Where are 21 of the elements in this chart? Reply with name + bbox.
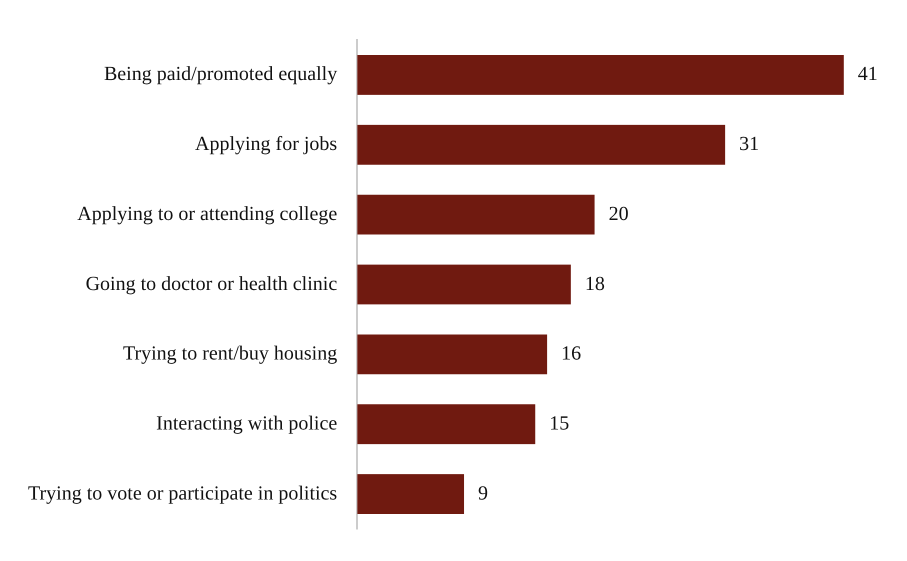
bar <box>357 55 844 95</box>
y-tick-label: Trying to vote or participate in politics <box>28 482 338 504</box>
data-label: 41 <box>858 63 878 86</box>
data-label: 31 <box>739 133 760 156</box>
y-tick-label: Applying to or attending college <box>77 202 338 225</box>
y-tick-label: Interacting with police <box>156 412 338 434</box>
y-tick-label: Applying for jobs <box>195 133 338 156</box>
bar <box>357 264 571 304</box>
bar <box>357 194 595 235</box>
data-label: 18 <box>584 272 605 295</box>
data-label: 9 <box>478 482 488 504</box>
y-tick-label: Trying to rent/buy housing <box>122 342 338 365</box>
y-tick-label: Going to doctor or health clinic <box>86 272 338 295</box>
bar <box>357 474 464 514</box>
data-label: 20 <box>608 202 629 225</box>
bar <box>357 404 536 444</box>
data-label: 16 <box>561 342 582 365</box>
data-label: 15 <box>549 412 570 434</box>
bar <box>357 124 726 165</box>
y-tick-label: Being paid/promoted equally <box>104 63 338 86</box>
bar <box>357 334 548 374</box>
